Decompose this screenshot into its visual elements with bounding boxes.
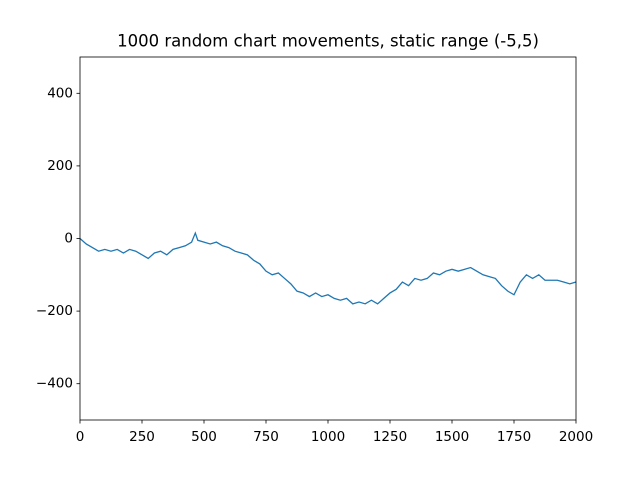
- y-tick-label: −200: [36, 303, 73, 319]
- x-tick-label: 1250: [373, 429, 407, 445]
- x-tick-label: 2000: [559, 429, 593, 445]
- x-tick-label: 1000: [311, 429, 345, 445]
- chart-title: 1000 random chart movements, static rang…: [117, 32, 539, 51]
- y-tick-label: 400: [47, 85, 73, 101]
- axes-frame: [79, 56, 577, 421]
- x-tick-label: 500: [191, 429, 217, 445]
- y-tick-label: 200: [47, 158, 73, 174]
- x-tick-label: 1500: [435, 429, 469, 445]
- y-tick-label: 0: [64, 231, 73, 247]
- x-tick-label: 0: [76, 429, 85, 445]
- x-tick-label: 1750: [497, 429, 531, 445]
- x-tick-label: 250: [129, 429, 155, 445]
- y-tick-label: −400: [36, 376, 73, 392]
- x-tick-label: 750: [253, 429, 279, 445]
- data-line: [79, 231, 577, 305]
